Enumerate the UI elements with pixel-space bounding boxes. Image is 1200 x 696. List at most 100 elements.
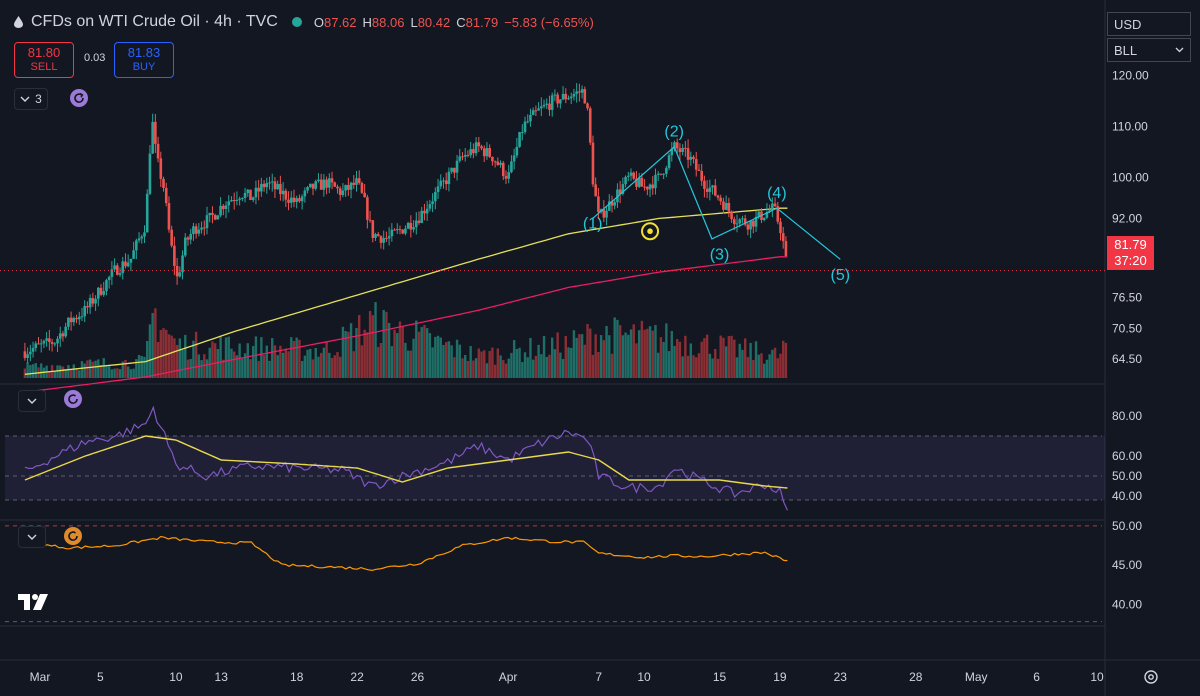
volume-bar <box>393 329 396 378</box>
osc-tick-label: 40.00 <box>1112 597 1142 611</box>
candle-body <box>784 241 788 257</box>
volume-bar <box>333 355 336 378</box>
candle-body <box>597 196 600 213</box>
candle-body <box>613 202 617 206</box>
candle-body <box>308 183 312 188</box>
volume-bar <box>175 344 179 378</box>
chevron-down-icon <box>1175 47 1184 53</box>
candle-body <box>124 261 127 267</box>
candle-body <box>194 226 198 234</box>
unit-select[interactable]: BLL <box>1107 38 1191 62</box>
volume-bar <box>523 352 527 378</box>
candle-body <box>251 197 255 201</box>
volume-bar <box>493 364 497 378</box>
volume-bar <box>564 335 567 378</box>
candle-body <box>635 178 638 187</box>
volume-bar <box>404 342 407 378</box>
volume-bar <box>219 336 222 378</box>
candle-body <box>409 222 413 230</box>
candle-body <box>575 91 578 94</box>
volume-bar <box>447 341 451 378</box>
candle-body <box>110 269 114 277</box>
candle-body <box>534 110 538 112</box>
candle-body <box>344 185 347 191</box>
buy-button[interactable]: 81.83 BUY <box>114 42 174 78</box>
candle-body <box>91 298 95 304</box>
volume-bar <box>281 352 285 378</box>
candle-body <box>303 190 307 197</box>
candle-body <box>235 199 239 201</box>
volume-bar <box>469 346 472 378</box>
volume-bar <box>450 345 453 378</box>
elliott-waves: (1) (2) (3) (4) (5) <box>583 124 850 284</box>
oscillator-collapse-button[interactable] <box>18 526 46 548</box>
candle-body <box>80 316 84 318</box>
candle-body <box>325 179 328 188</box>
candle-body <box>580 89 584 93</box>
candle-body <box>374 234 377 238</box>
ma-line-0 <box>24 207 788 375</box>
volume-bar <box>200 360 203 378</box>
candle-body <box>34 343 38 349</box>
time-tick-label: 23 <box>834 670 848 684</box>
volume-bar <box>586 324 589 378</box>
volume-bar <box>760 353 763 378</box>
volume-bar <box>303 355 307 378</box>
candle-body <box>385 238 388 240</box>
candle-body <box>428 204 432 209</box>
candle-body <box>512 155 516 162</box>
time-tick-label: 7 <box>595 670 602 684</box>
candle-body <box>99 287 103 295</box>
candle-body <box>135 240 138 251</box>
candle-body <box>461 156 464 158</box>
volume-bar <box>72 364 76 378</box>
candle-body <box>781 233 785 242</box>
candle-body <box>561 93 565 100</box>
oscillator-settings-icon[interactable] <box>64 527 82 545</box>
volume-bar <box>273 345 277 378</box>
volume-bar <box>75 369 78 378</box>
rsi-settings-icon[interactable] <box>64 390 82 408</box>
volume-bar <box>719 335 722 378</box>
volume-bar <box>507 358 510 378</box>
candle-body <box>646 186 649 190</box>
volume-bar <box>512 340 516 378</box>
candle-body <box>559 99 562 104</box>
candle-body <box>472 149 475 154</box>
volume-bar <box>567 347 570 378</box>
volume-bar <box>222 359 225 378</box>
candle-body <box>724 202 728 210</box>
candle-body <box>200 227 203 230</box>
candle-body <box>265 182 269 188</box>
refresh-icon[interactable] <box>70 89 88 107</box>
volume-bar <box>695 357 698 378</box>
candle-body <box>363 192 366 198</box>
volume-bar <box>632 324 635 378</box>
candle-body <box>45 338 48 341</box>
volume-bar <box>88 359 92 378</box>
volume-bar <box>366 332 369 378</box>
volume-bar <box>561 359 565 378</box>
indicators-collapse-button[interactable]: 3 <box>14 88 48 110</box>
volume-bar <box>540 354 543 378</box>
volume-bar <box>29 365 32 378</box>
currency-select[interactable]: USD <box>1107 12 1191 36</box>
bar-countdown: 37:20 <box>1114 253 1147 268</box>
sell-button[interactable]: 81.80 SELL <box>14 42 74 78</box>
symbol-title[interactable]: CFDs on WTI Crude Oil · 4h · TVC <box>31 13 278 30</box>
volume-bar <box>458 344 461 378</box>
candle-body <box>722 201 725 210</box>
gear-icon[interactable] <box>1142 668 1160 686</box>
volume-bar <box>618 325 622 378</box>
volume-bar <box>444 342 448 378</box>
volume-bar <box>673 345 676 378</box>
candle-body <box>61 333 65 337</box>
candle-body <box>602 209 606 218</box>
volume-bar <box>572 330 576 378</box>
rsi-collapse-button[interactable] <box>18 390 46 412</box>
volume-bar <box>61 366 65 378</box>
tradingview-logo[interactable] <box>18 592 52 612</box>
candle-body <box>50 342 54 344</box>
candle-body <box>183 237 187 256</box>
